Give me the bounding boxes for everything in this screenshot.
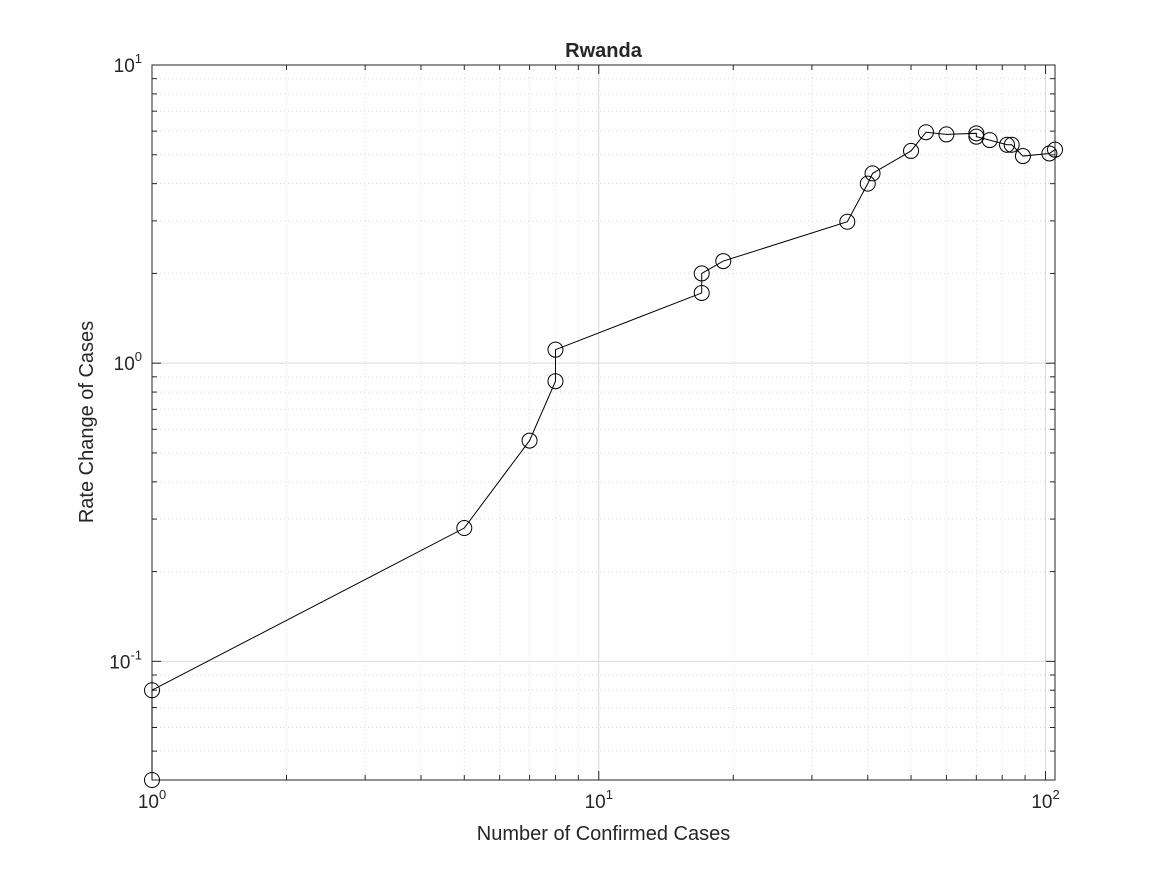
- chart-title: Rwanda: [565, 40, 643, 62]
- x-tick-label: 100: [138, 787, 166, 813]
- plot-area: [152, 65, 1055, 780]
- data-point-marker: [938, 126, 955, 143]
- data-point-marker: [1041, 145, 1058, 162]
- data-point-marker: [1047, 141, 1063, 158]
- data-point-marker: [999, 136, 1016, 153]
- data-point-marker: [547, 373, 564, 390]
- data-point-marker: [839, 213, 856, 230]
- data-point-marker: [547, 341, 564, 358]
- data-point-marker: [859, 175, 876, 192]
- data-point-marker: [917, 124, 934, 141]
- data-point-marker: [968, 128, 985, 145]
- data-point-marker: [521, 432, 538, 449]
- data-point-marker: [715, 253, 732, 270]
- series-line: [151, 131, 1056, 780]
- data-point-marker: [693, 284, 710, 301]
- data-point-marker: [981, 132, 998, 149]
- y-axis-label: Rate Change of Cases: [76, 321, 98, 523]
- x-tick-label: 102: [1031, 787, 1059, 813]
- x-tick-label: 101: [585, 787, 613, 813]
- data-series: [144, 124, 1063, 788]
- x-axis-label: Number of Confirmed Cases: [477, 823, 730, 845]
- data-point-marker: [456, 520, 473, 537]
- y-tick-label: 100: [114, 349, 142, 375]
- data-point-marker: [1003, 136, 1020, 153]
- data-point-marker: [1014, 148, 1031, 165]
- data-point-marker: [903, 142, 920, 159]
- data-point-marker: [693, 265, 710, 282]
- tick-labels: 100 101 102 10-1 100 101: [109, 51, 1059, 813]
- data-point-marker: [144, 682, 160, 699]
- y-tick-label: 10-1: [109, 647, 142, 673]
- y-tick-label: 101: [114, 51, 142, 77]
- data-point-marker: [864, 165, 881, 182]
- plot-frame: [151, 64, 1056, 781]
- data-point-marker: [968, 125, 985, 142]
- data-point-marker: [144, 772, 160, 788]
